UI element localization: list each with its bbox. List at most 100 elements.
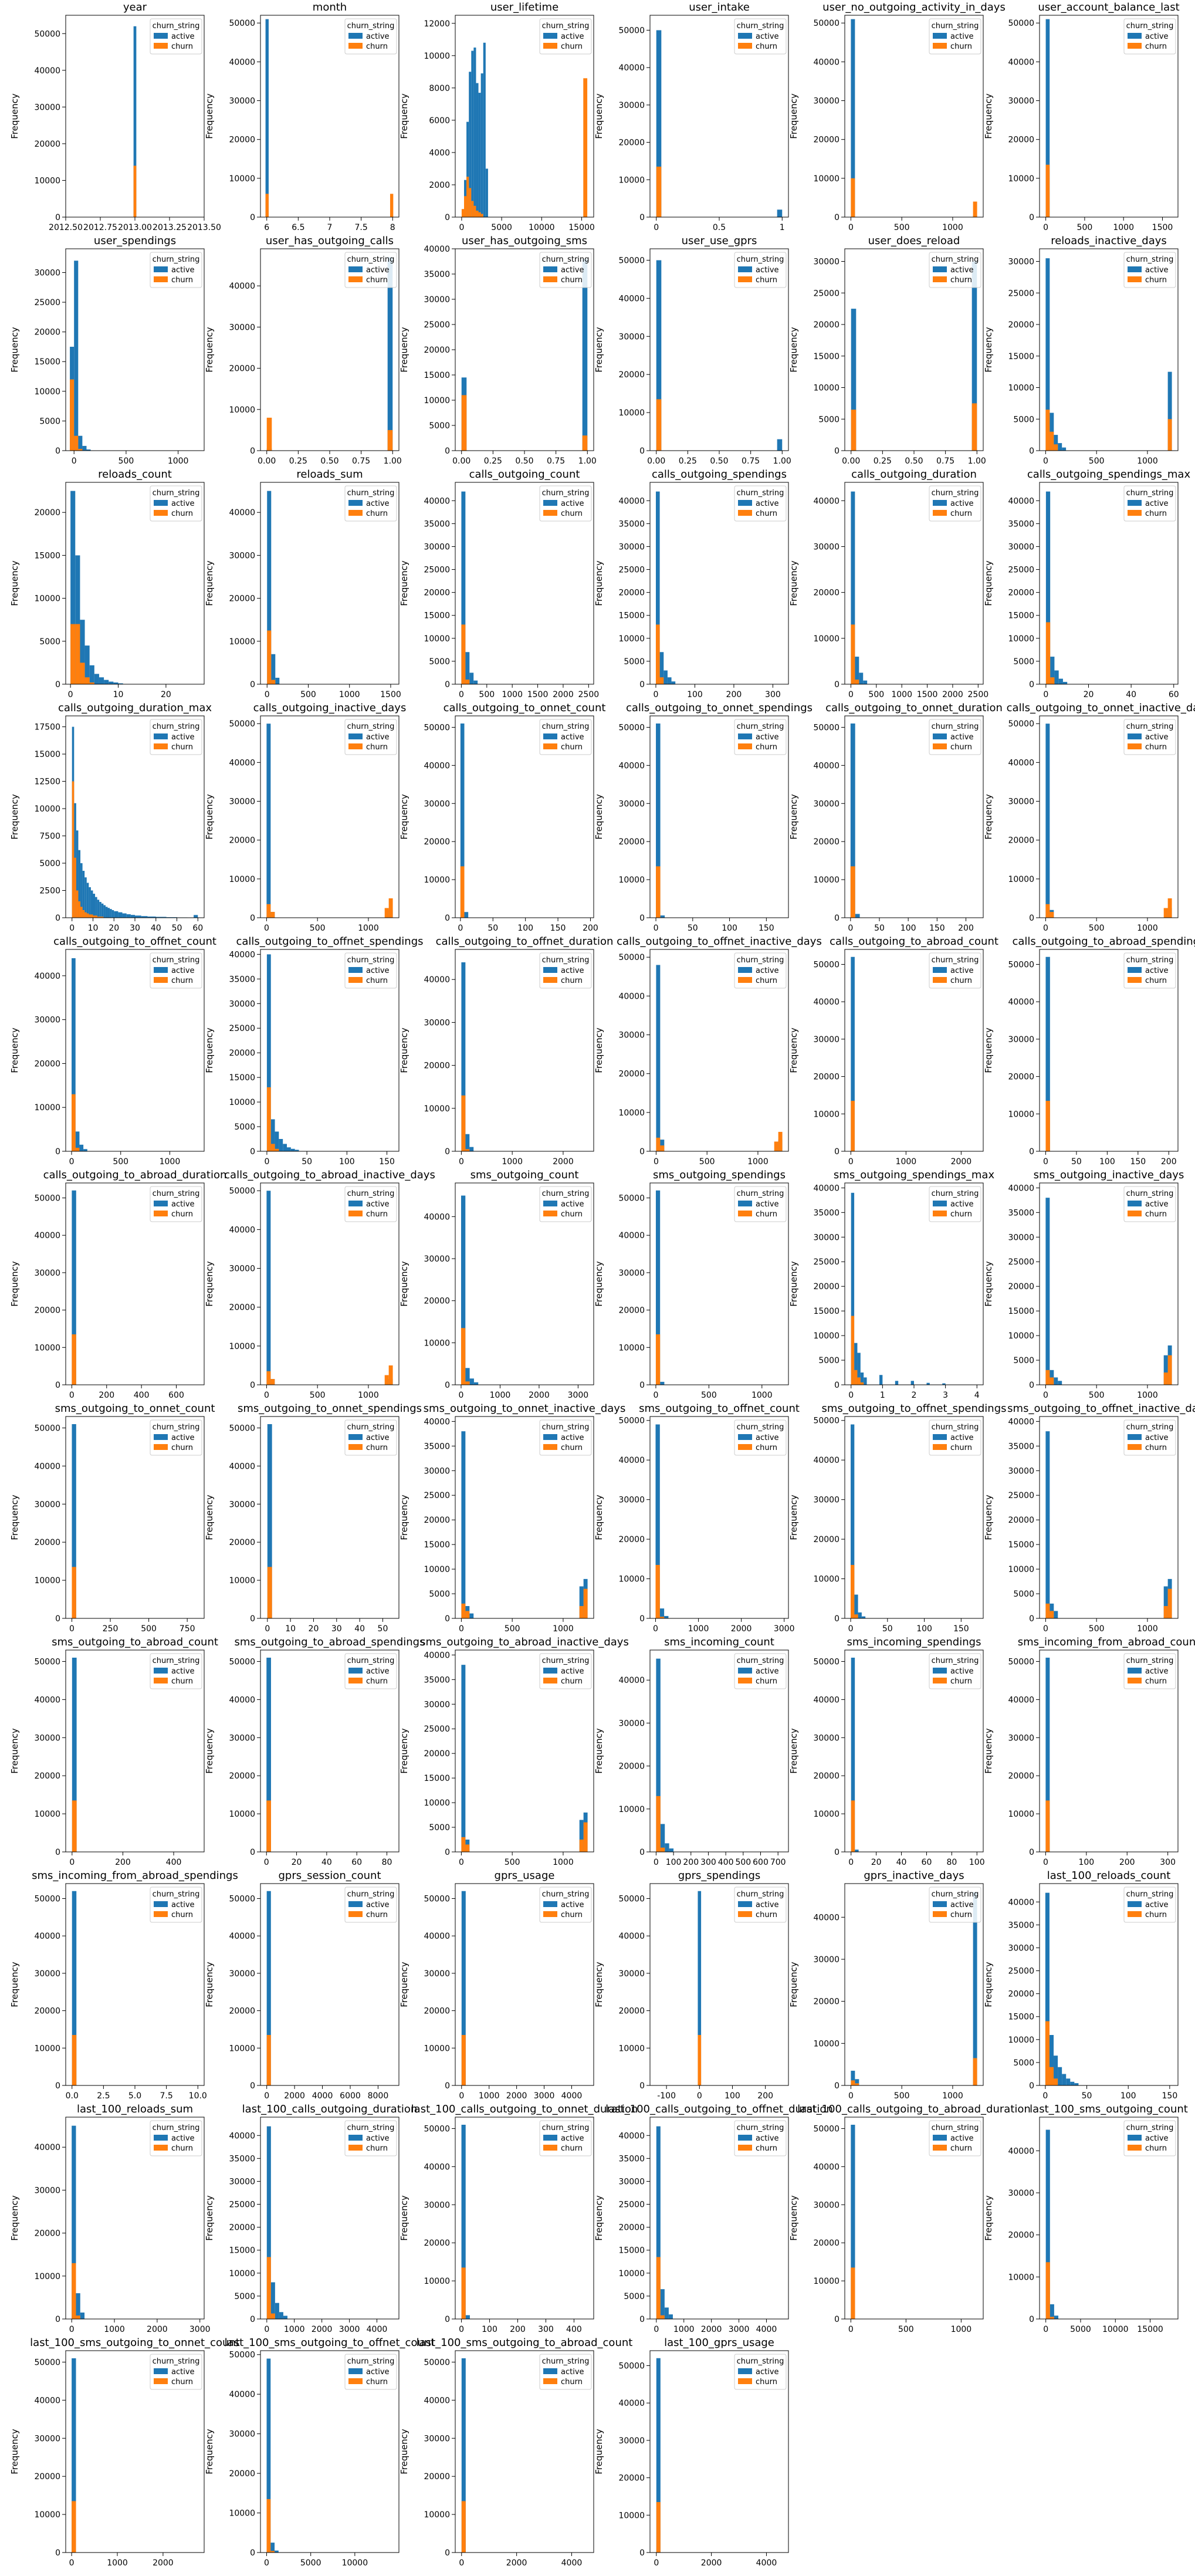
histogram-bar-churn (854, 1370, 858, 1385)
legend-label-active: active (561, 1434, 584, 1442)
x-tick-label: 1000 (1137, 924, 1158, 933)
y-tick-label: 20000 (34, 508, 60, 518)
y-tick-label: 40000 (618, 992, 645, 1001)
x-tick-label: 500 (699, 1157, 715, 1167)
y-tick-label: 25000 (424, 320, 450, 330)
legend-title: churn_string (542, 22, 590, 31)
legend-label-churn: churn (366, 42, 388, 51)
legend-swatch-churn (348, 977, 363, 983)
histogram-bar-active (879, 1375, 883, 1385)
legend-swatch-churn (1128, 276, 1142, 282)
x-tick-label: 6 (264, 223, 269, 232)
legend-label-churn: churn (366, 1443, 388, 1452)
axes-frame (260, 482, 400, 685)
x-tick-label: 2500 (968, 690, 989, 699)
axes-frame (260, 715, 400, 918)
y-tick-label: 20000 (618, 2474, 645, 2483)
histogram-bar-churn (78, 901, 81, 918)
legend-label-churn: churn (1145, 743, 1167, 752)
y-tick-label: 0 (250, 680, 255, 689)
x-tick-label: 1000 (747, 1157, 769, 1167)
x-tick-label: 0.25 (679, 457, 697, 466)
histogram-bar-active (79, 1144, 84, 1151)
histogram-bar-active (656, 723, 661, 918)
histogram-bar-active (99, 677, 104, 684)
y-tick-label: 30000 (1008, 542, 1034, 552)
legend-label-churn: churn (950, 976, 972, 985)
x-tick-label: 40 (151, 924, 161, 933)
y-tick-label: 5000 (818, 1356, 839, 1365)
legend-label-active: active (171, 1200, 195, 1209)
histogram-bar-active (465, 1134, 470, 1151)
y-tick-label: 25000 (424, 566, 450, 575)
histogram-bar-active (1058, 1381, 1062, 1385)
histogram-bar-active (95, 897, 97, 918)
legend-swatch-churn (348, 743, 363, 749)
x-tick-label: 0 (848, 924, 853, 933)
histogram-bar-active (1163, 1355, 1168, 1385)
legend-swatch-churn (738, 2378, 752, 2384)
histogram-bar-churn (70, 379, 75, 451)
histogram-bar-active (485, 168, 488, 217)
histogram-bar-active (86, 449, 91, 451)
x-tick-label: 750 (180, 1624, 195, 1634)
histogram-bar-active (471, 50, 474, 217)
y-tick-label: 10000 (34, 1343, 60, 1353)
histogram-bar-active (855, 914, 860, 918)
y-tick-label: 30000 (34, 1500, 60, 1509)
histogram-bar-active (469, 1147, 474, 1151)
histogram-bar-churn (384, 1375, 389, 1385)
legend-label-active: active (366, 499, 390, 508)
y-tick-label: 10000 (618, 1575, 645, 1584)
x-tick-label: 0 (264, 1157, 269, 1167)
x-tick-label: 500 (141, 1624, 157, 1634)
histogram-bar-churn (464, 196, 467, 217)
legend-label-churn: churn (171, 276, 193, 285)
x-tick-label: 10000 (529, 223, 555, 232)
panel-title: calls_outgoing_to_offnet_spendings (236, 935, 423, 948)
panel-title: calls_outgoing_to_offnet_inactive_days (617, 935, 822, 948)
legend-label-active: active (171, 499, 195, 508)
x-tick-label: 400 (134, 1391, 150, 1400)
histogram-bar-churn (655, 1564, 660, 1618)
legend-label-active: active (366, 266, 390, 275)
y-axis-label: Frequency (9, 560, 20, 606)
histogram-bar-active (1045, 1198, 1050, 1385)
y-tick-label: 0 (639, 213, 645, 222)
y-tick-label: 10000 (34, 176, 60, 185)
axes-frame (455, 15, 594, 218)
histogram-bar-churn (460, 866, 465, 918)
histogram-bar-active (83, 1149, 87, 1151)
x-tick-label: 0 (264, 1391, 269, 1400)
legend-swatch-active (348, 1434, 363, 1440)
histogram-bar-active (777, 439, 783, 451)
histogram-bar-churn (860, 1382, 864, 1385)
histogram-bar-churn (461, 624, 466, 684)
legend-label-churn: churn (366, 976, 388, 985)
legend-title: churn_string (1126, 489, 1174, 498)
histogram-bar-active (266, 1191, 271, 1385)
axes-frame (1039, 248, 1179, 451)
x-tick-label: 20 (309, 1624, 319, 1634)
histogram-bar-churn (84, 912, 87, 918)
y-tick-label: 30000 (618, 799, 645, 809)
x-tick-label: 150 (550, 924, 566, 933)
histogram-bar-churn (851, 1316, 855, 1385)
y-tick-label: 0 (55, 1614, 60, 1624)
panel-title: calls_outgoing_duration (851, 468, 977, 481)
legend-swatch-churn (543, 1211, 557, 1216)
y-tick-label: 25000 (813, 289, 839, 298)
legend-title: churn_string (932, 722, 979, 731)
histogram-bar-churn (86, 913, 89, 918)
legend-label-active: active (366, 1200, 390, 1209)
legend-label-churn: churn (950, 42, 972, 51)
x-tick-label: 0 (1043, 1157, 1048, 1167)
x-tick-label: 1.00 (578, 457, 597, 466)
